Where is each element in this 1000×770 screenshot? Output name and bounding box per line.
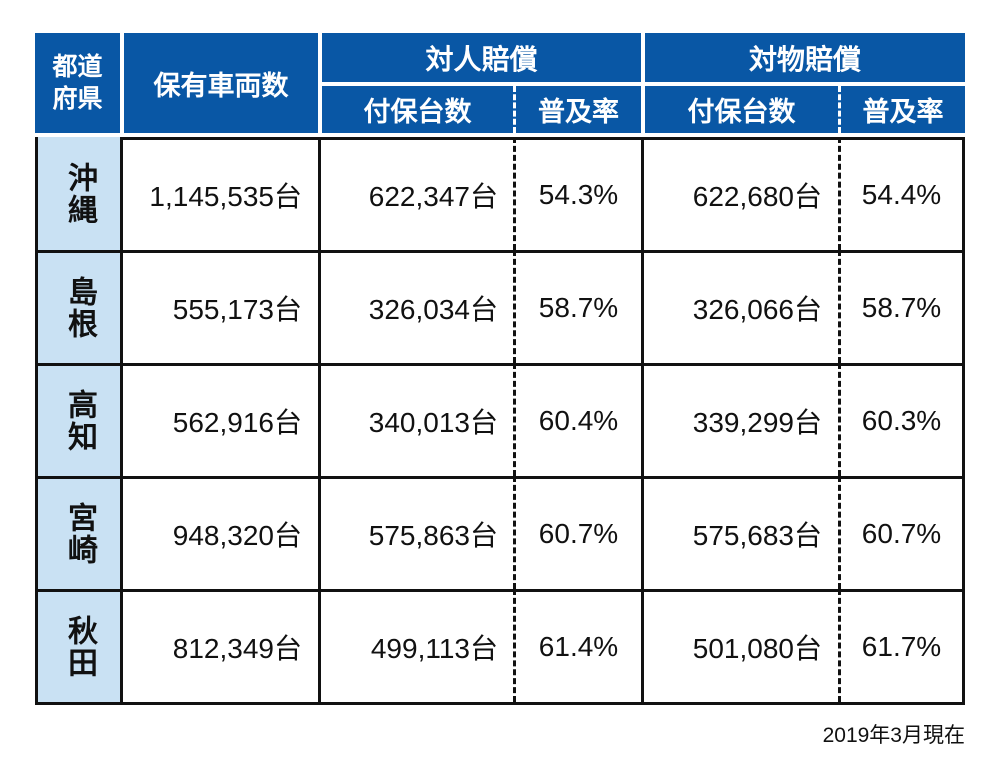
header-bodily-injury-label: 対人賠償 [322,33,641,82]
bodily-injury-rate-value: 58.7% [513,250,641,363]
property-damage-rate-value: 60.7% [838,476,962,589]
vehicles-owned-value: 555,173台 [120,250,318,363]
header-bodily-injury-subheader: 付保台数 普及率 [322,86,641,133]
bodily-injury-insured-value: 622,347台 [318,137,513,250]
table-body: 沖縄 1,145,535台 622,347台 54.3% 622,680台 54… [35,137,965,705]
bodily-injury-insured-value: 340,013台 [318,363,513,476]
property-damage-insured-value: 501,080台 [641,589,838,702]
vehicles-owned-value: 948,320台 [120,476,318,589]
bodily-injury-rate-value: 60.4% [513,363,641,476]
property-damage-rate-value: 60.3% [838,363,962,476]
property-damage-rate-value: 58.7% [838,250,962,363]
table-row: 秋田 812,349台 499,113台 61.4% 501,080台 61.7… [38,589,962,702]
prefecture-name: 宮崎 [63,502,96,566]
bodily-injury-insured-value: 499,113台 [318,589,513,702]
bodily-injury-rate-value: 60.7% [513,476,641,589]
prefecture-name: 高知 [63,389,96,453]
prefecture-name: 沖縄 [63,161,96,226]
property-damage-rate-value: 54.4% [838,137,962,250]
prefecture-cell: 秋田 [38,589,120,702]
vehicles-owned-value: 562,916台 [120,363,318,476]
header-bodily-injury-insured: 付保台数 [322,86,513,133]
header-prefecture-label: 都道府県 [52,52,103,114]
table-header: 都道府県 保有車両数 対人賠償 付保台数 普及率 対物賠償 付保台数 普及率 [35,33,965,133]
table-row: 島根 555,173台 326,034台 58.7% 326,066台 58.7… [38,250,962,363]
table-row: 高知 562,916台 340,013台 60.4% 339,299台 60.3… [38,363,962,476]
prefecture-name: 秋田 [63,615,96,679]
vehicles-owned-value: 1,145,535台 [120,137,318,250]
prefecture-cell: 高知 [38,363,120,476]
header-group-property-damage: 対物賠償 付保台数 普及率 [645,33,965,133]
as-of-date-note: 2019年3月現在 [822,724,965,747]
header-vehicles-owned: 保有車両数 [124,33,318,133]
bodily-injury-rate-value: 54.3% [513,137,641,250]
prefecture-cell: 宮崎 [38,476,120,589]
prefecture-cell: 沖縄 [38,137,120,250]
header-group-bodily-injury: 対人賠償 付保台数 普及率 [322,33,641,133]
property-damage-insured-value: 575,683台 [641,476,838,589]
property-damage-insured-value: 339,299台 [641,363,838,476]
bodily-injury-insured-value: 326,034台 [318,250,513,363]
vehicles-owned-value: 812,349台 [120,589,318,702]
header-property-damage-rate: 普及率 [838,86,965,133]
property-damage-insured-value: 622,680台 [641,137,838,250]
header-property-damage-subheader: 付保台数 普及率 [645,86,965,133]
header-property-damage-label: 対物賠償 [645,33,965,82]
bodily-injury-rate-value: 61.4% [513,589,641,702]
header-bodily-injury-rate: 普及率 [513,86,641,133]
bodily-injury-insured-value: 575,863台 [318,476,513,589]
property-damage-insured-value: 326,066台 [641,250,838,363]
insurance-coverage-table: 都道府県 保有車両数 対人賠償 付保台数 普及率 対物賠償 付保台数 普及率 沖… [35,33,965,705]
prefecture-name: 島根 [63,276,96,340]
header-prefecture: 都道府県 [35,33,120,133]
header-property-damage-insured: 付保台数 [645,86,838,133]
property-damage-rate-value: 61.7% [838,589,962,702]
prefecture-cell: 島根 [38,250,120,363]
table-row: 宮崎 948,320台 575,863台 60.7% 575,683台 60.7… [38,476,962,589]
table-row: 沖縄 1,145,535台 622,347台 54.3% 622,680台 54… [38,137,962,250]
